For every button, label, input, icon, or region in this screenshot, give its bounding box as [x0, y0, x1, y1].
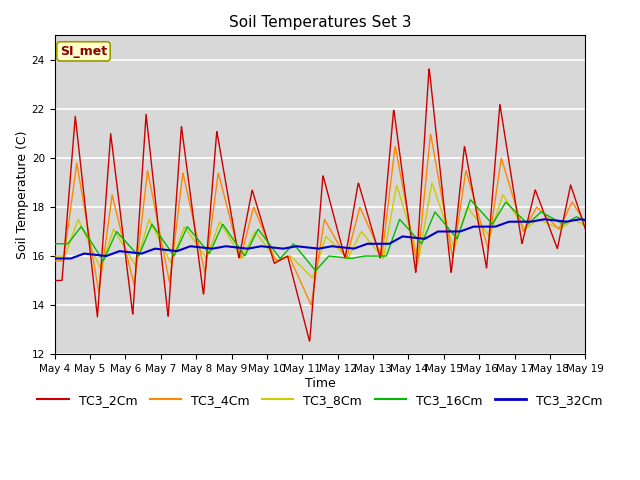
- TC3_8Cm: [582, 223, 589, 228]
- TC3_32Cm: [228, 244, 236, 250]
- TC3_16Cm: [472, 203, 480, 209]
- Legend: TC3_2Cm, TC3_4Cm, TC3_8Cm, TC3_16Cm, TC3_32Cm: TC3_2Cm, TC3_4Cm, TC3_8Cm, TC3_16Cm, TC3…: [33, 389, 607, 412]
- TC3_4Cm: [427, 132, 435, 137]
- TC3_16Cm: [228, 235, 236, 240]
- TC3_8Cm: [308, 275, 316, 281]
- TC3_2Cm: [519, 237, 527, 242]
- TC3_32Cm: [518, 219, 526, 225]
- TC3_4Cm: [582, 220, 589, 226]
- TC3_8Cm: [228, 239, 236, 245]
- Text: SI_met: SI_met: [60, 45, 107, 58]
- TC3_4Cm: [519, 227, 527, 233]
- TC3_4Cm: [403, 204, 410, 210]
- Y-axis label: Soil Temperature (C): Soil Temperature (C): [16, 131, 29, 259]
- X-axis label: Time: Time: [305, 377, 335, 390]
- TC3_16Cm: [169, 251, 177, 257]
- TC3_32Cm: [51, 256, 58, 262]
- TC3_16Cm: [519, 216, 527, 222]
- TC3_32Cm: [156, 246, 164, 252]
- TC3_16Cm: [51, 241, 58, 247]
- TC3_16Cm: [156, 232, 164, 238]
- Line: TC3_32Cm: TC3_32Cm: [54, 219, 586, 259]
- Line: TC3_8Cm: TC3_8Cm: [54, 183, 586, 278]
- TC3_2Cm: [156, 237, 164, 243]
- TC3_32Cm: [169, 248, 177, 253]
- TC3_8Cm: [519, 223, 527, 229]
- TC3_4Cm: [307, 302, 315, 308]
- TC3_4Cm: [51, 258, 58, 264]
- Line: TC3_16Cm: TC3_16Cm: [54, 200, 586, 271]
- Line: TC3_4Cm: TC3_4Cm: [54, 134, 586, 305]
- TC3_4Cm: [472, 204, 480, 209]
- TC3_2Cm: [403, 201, 410, 207]
- TC3_2Cm: [472, 208, 480, 214]
- TC3_16Cm: [403, 224, 410, 230]
- Line: TC3_2Cm: TC3_2Cm: [54, 69, 586, 341]
- TC3_8Cm: [156, 238, 164, 244]
- TC3_8Cm: [428, 180, 436, 186]
- TC3_4Cm: [156, 230, 164, 236]
- TC3_16Cm: [582, 218, 589, 224]
- TC3_4Cm: [169, 255, 177, 261]
- TC3_2Cm: [169, 250, 177, 255]
- TC3_2Cm: [306, 338, 314, 344]
- TC3_32Cm: [472, 224, 479, 229]
- TC3_4Cm: [228, 223, 236, 229]
- TC3_2Cm: [582, 226, 589, 232]
- TC3_8Cm: [403, 215, 410, 220]
- TC3_2Cm: [228, 216, 236, 222]
- TC3_32Cm: [403, 234, 410, 240]
- TC3_8Cm: [51, 253, 58, 259]
- TC3_32Cm: [582, 217, 589, 223]
- TC3_8Cm: [472, 216, 480, 222]
- TC3_8Cm: [169, 256, 177, 262]
- TC3_16Cm: [467, 197, 474, 203]
- TC3_2Cm: [425, 66, 433, 72]
- TC3_16Cm: [312, 268, 319, 274]
- Title: Soil Temperatures Set 3: Soil Temperatures Set 3: [228, 15, 412, 30]
- TC3_32Cm: [575, 216, 583, 222]
- TC3_2Cm: [51, 278, 58, 284]
